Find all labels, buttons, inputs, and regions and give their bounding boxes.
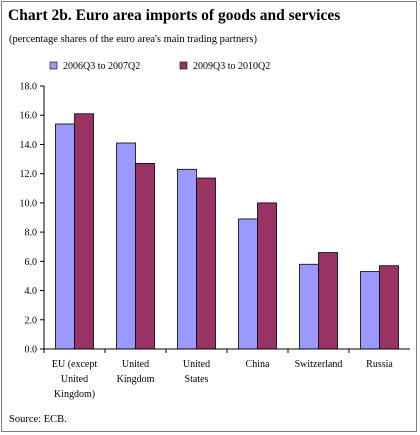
chart-source: Source: ECB. <box>9 414 67 425</box>
bars <box>55 113 399 350</box>
legend-swatch-2 <box>179 61 188 70</box>
bar-series-1-2 <box>177 168 197 350</box>
y-tick-label: 0.0 <box>25 345 38 356</box>
y-tick-label: 18.0 <box>20 82 38 93</box>
y-tick-label: 14.0 <box>20 140 38 151</box>
x-category-label-line: States <box>185 374 209 385</box>
x-category-label: United States <box>183 359 210 385</box>
y-tick-label: 6.0 <box>25 257 38 268</box>
y-tick-label: 2.0 <box>25 315 38 326</box>
legend-label-2: 2009Q3 to 2010Q2 <box>193 61 270 72</box>
chart-subtitle: (percentage shares of the euro area's ma… <box>9 34 257 45</box>
x-category-label: China <box>246 359 270 370</box>
x-category-label: Russia <box>366 359 393 370</box>
chart-title: Chart 2b. Euro area imports of goods and… <box>8 7 341 24</box>
bar-series-2-3 <box>257 202 277 350</box>
bar-series-2-2 <box>196 177 216 350</box>
bar-series-1-5 <box>360 271 380 350</box>
bar-series-1-1 <box>116 142 136 350</box>
bar-series-1-4 <box>299 263 319 350</box>
x-category-label: United Kingdom <box>117 359 155 385</box>
chart-legend: 2006Q3 to 2007Q2 2009Q3 to 2010Q2 <box>49 61 270 72</box>
x-axis: EU (except United Kingdom)United KingdomUni… <box>43 348 410 400</box>
legend-label-1: 2006Q3 to 2007Q2 <box>63 61 140 72</box>
y-tick-label: 12.0 <box>20 169 38 180</box>
bar-series-1-3 <box>238 218 258 350</box>
x-category-label-line: Kingdom <box>117 374 155 385</box>
x-category-label: Switzerland <box>295 359 343 370</box>
bar-series-2-0 <box>74 113 94 350</box>
legend-swatch-1 <box>49 61 58 70</box>
x-category-label-line: United <box>183 359 210 370</box>
x-category-label-line: Kingdom) <box>54 389 95 400</box>
x-category-label-line: United <box>122 359 149 370</box>
y-tick-label: 10.0 <box>20 198 38 209</box>
y-tick-label: 8.0 <box>25 228 38 239</box>
x-category-label-line: EU (except <box>52 359 97 370</box>
x-category-label-line: Russia <box>366 359 393 370</box>
y-tick-label: 16.0 <box>20 111 38 122</box>
bar-series-1-0 <box>55 123 75 350</box>
bar-series-2-5 <box>379 265 399 350</box>
x-category-label-line: United <box>61 374 88 385</box>
x-category-label-line: China <box>246 359 270 370</box>
x-category-label: EU (except United Kingdom) <box>52 359 97 400</box>
y-axis: 0.0 2.0 4.0 6.0 8.0 10.0 12.0 14.0 16.0 18.0 <box>20 82 45 356</box>
x-category-label-line: Switzerland <box>295 359 343 370</box>
bar-series-2-4 <box>318 252 338 350</box>
bar-series-2-1 <box>135 163 155 350</box>
y-tick-label: 4.0 <box>25 286 38 297</box>
